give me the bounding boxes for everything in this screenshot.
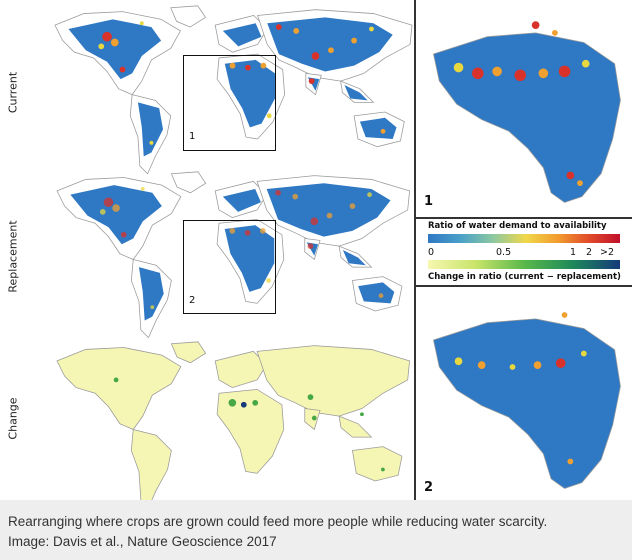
- africa-inset-current: [433, 21, 621, 203]
- africa-inset-replacement: [433, 312, 621, 489]
- legend-ratio-bar: [428, 234, 620, 243]
- zoom-box-1: [183, 55, 276, 151]
- row-label-change: Change: [6, 397, 20, 440]
- zoom-box-2: [183, 220, 276, 314]
- world-map-change: [56, 341, 411, 509]
- legend-tick-gt2: >2: [600, 247, 615, 258]
- legend-tick-0.5: 0.5: [496, 247, 512, 258]
- legend-change-bar: [428, 260, 620, 269]
- legend-bottom-rule: [416, 285, 632, 287]
- legend-tick-1: 1: [570, 247, 577, 258]
- row-label-replacement: Replacement: [6, 220, 20, 293]
- caption-text: Rearranging where crops are grown could …: [8, 514, 548, 529]
- inset-label-1: 1: [424, 194, 434, 209]
- legend-top-rule: [416, 217, 632, 219]
- zoom-label-1: 1: [189, 131, 196, 142]
- row-label-current: Current: [6, 71, 20, 114]
- zoom-label-2: 2: [189, 295, 196, 306]
- panel-divider: [414, 0, 416, 500]
- legend-tick-2: 2: [586, 247, 593, 258]
- legend-ratio-title: Ratio of water demand to availability: [428, 221, 607, 231]
- caption-panel: [0, 500, 632, 560]
- caption-credit: Image: Davis et al., Nature Geoscience 2…: [8, 534, 277, 549]
- legend-change-title: Change in ratio (current − replacement): [428, 272, 621, 282]
- figure-panel: Current Replacement Change 1 2: [6, 0, 632, 509]
- legend-tick-0: 0: [428, 247, 435, 258]
- inset-label-2: 2: [424, 480, 434, 495]
- legend: Ratio of water demand to availability 0 …: [418, 219, 632, 285]
